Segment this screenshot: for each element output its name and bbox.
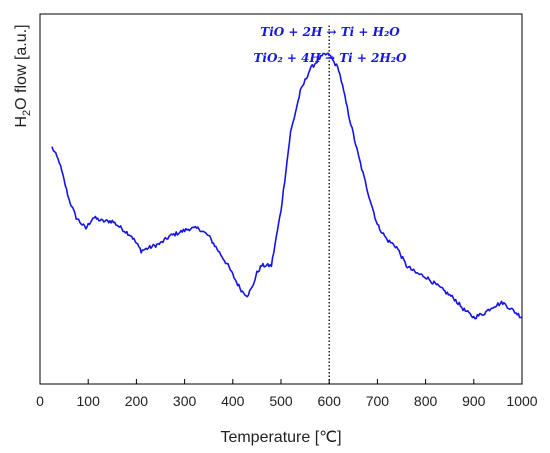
x-tick-label-100: 100 [77, 393, 101, 409]
x-tick-label-800: 800 [414, 393, 438, 409]
plot-frame [39, 13, 523, 385]
x-axis-tick-labels: 0 100 200 300 400 500 600 700 800 900 1000 [36, 393, 538, 409]
x-tick-label-600: 600 [318, 393, 342, 409]
x-axis-ticks [39, 379, 523, 384]
x-tick-label-0: 0 [36, 393, 44, 409]
x-tick-label-1000: 1000 [506, 393, 537, 409]
annotation-equation-1: TiO + 2H → Ti + H₂O [260, 25, 400, 39]
x-tick-label-300: 300 [173, 393, 197, 409]
x-tick-label-400: 400 [221, 393, 245, 409]
y-axis-label-subscript: 2 [21, 110, 33, 116]
y-axis-label-main: H [13, 116, 30, 128]
annotation-equation-2: TiO₂ + 4H → Ti + 2H₂O [254, 51, 408, 65]
x-tick-label-500: 500 [269, 393, 293, 409]
x-tick-label-200: 200 [125, 393, 149, 409]
y-axis-label: H2O flow [a.u.] [13, 24, 33, 127]
x-tick-label-700: 700 [366, 393, 390, 409]
y-axis-label-rest: O flow [a.u.] [13, 24, 30, 109]
x-axis-label: Temperature [℃] [220, 429, 341, 446]
x-tick-label-900: 900 [462, 393, 486, 409]
series-line-h2o-flow [51, 52, 522, 320]
